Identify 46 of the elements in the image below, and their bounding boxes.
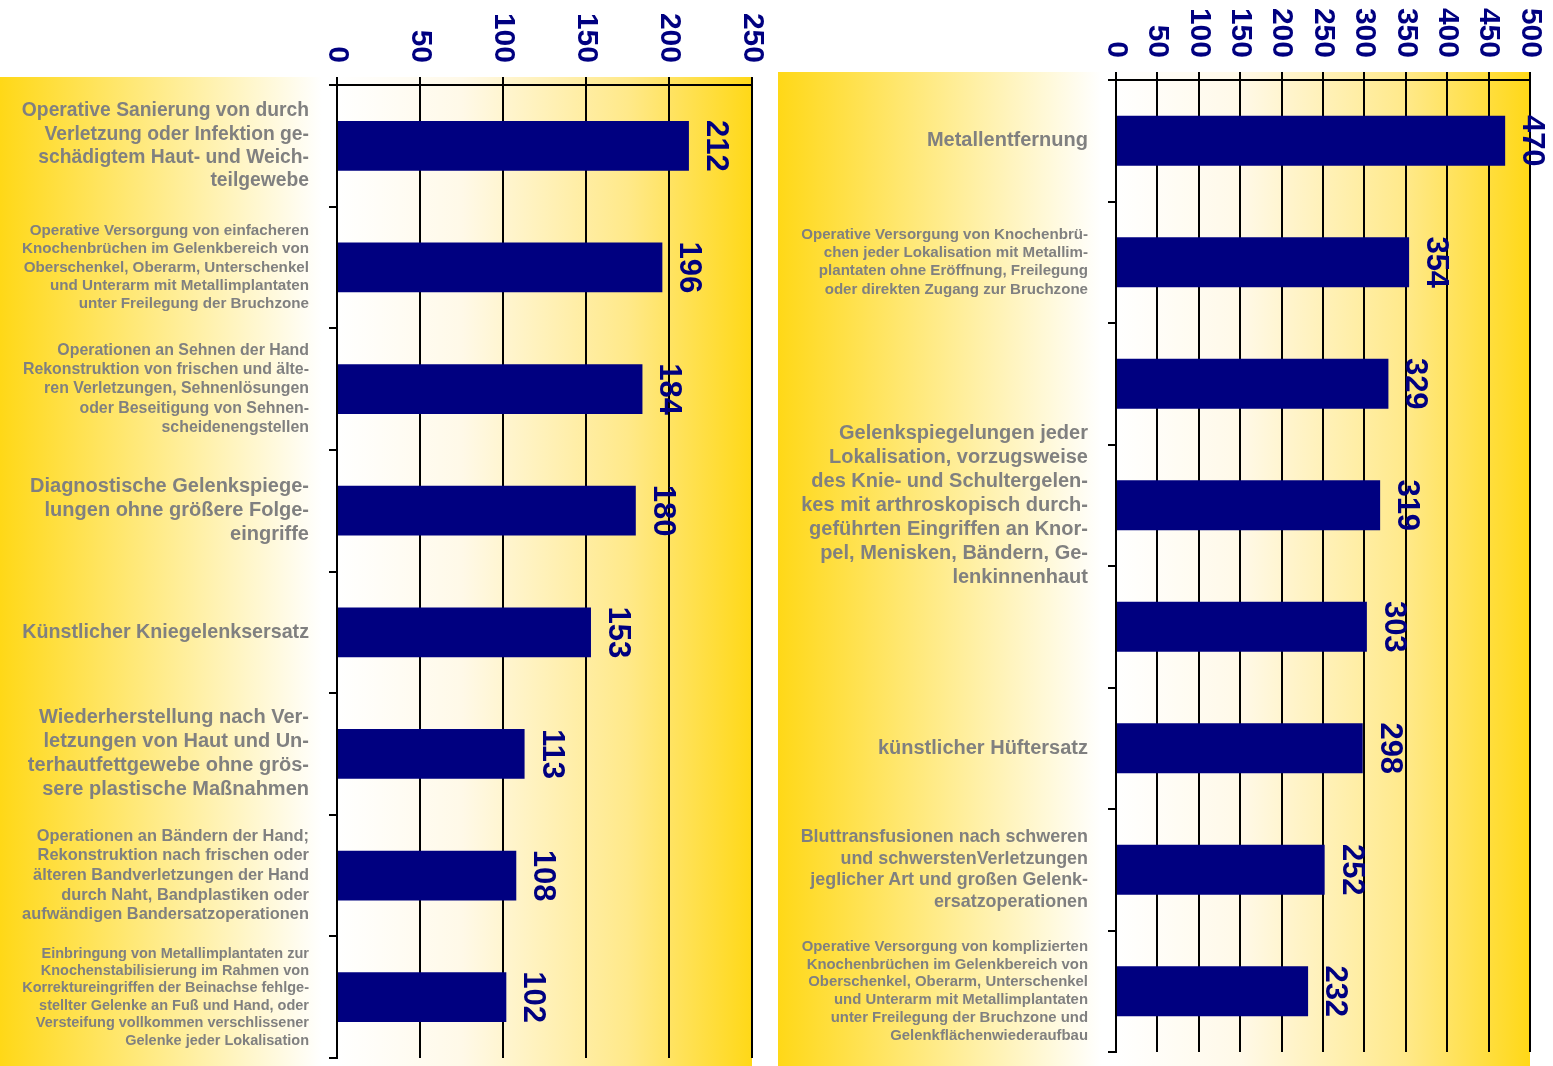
y-tick-label: Metallentfernung [926, 128, 1088, 151]
data-label: 113 [535, 728, 571, 779]
data-label: 153 [601, 606, 637, 659]
y-tick-label: Operative Versorgung von komplizierten Knochenbrüchen im Gelenkbereich von Oberschenkel, Oberarm, Unterschenkel und Unterarm mit Metallimplantaten unter Freilegung der Bruchzone und Gelenkflächenwiederaufbau [801, 937, 1088, 1044]
x-tick-label: 50 [1143, 24, 1177, 58]
x-tick-label: 200 [654, 12, 688, 63]
x-tick-label: 50 [405, 29, 439, 63]
y-tick-label: Künstlicher Kniegelenksersatz [22, 619, 310, 642]
x-tick-label: 150 [1225, 7, 1259, 58]
y-tick-label: Operative Versorgung von Knochenbrü- chen jeder Lokalisation mit Metallim- plantaten ohne Eröffnung, Freilegung oder direkten Zugang zur Bruchzone [801, 225, 1088, 297]
x-tick-label: 100 [488, 12, 522, 63]
data-label: 319 [1391, 479, 1427, 532]
y-tick-label: Gelenkspiegelungen jeder Lokalisation, vorzugsweise des Knie- und Schultergelen- kes mit arthroskopisch durch- geführten Eingriffen an Knor- pel, Menisken, Bändern, Ge- lenkinnenhaut [801, 420, 1089, 587]
y-tick-label: Einbringung von Metallimplantaten zur Knochenstabilisierung im Rahmen von Korrektureingriffen der Beinachse fehlge- stellter Gelenke an Fuß und Hand, oder Versteifung vollkommen verschlissener Gelenke jeder Lokalisation [22, 944, 310, 1048]
data-label: 252 [1335, 843, 1371, 896]
data-label: 102 [517, 971, 553, 1024]
y-tick-label: Operative Sanierung von durch Verletzung oder Infektion ge- schädigtem Haut- und Weich- teilgewebe [21, 99, 310, 190]
y-tick-label: Operative Versorgung von einfacheren Knochenbrüchen im Gelenkbereich von Oberschenkel, Oberarm, Unterschenkel und Unterarm mit Metallimplantaten unter Freilegung der Bruchzone [22, 221, 309, 312]
data-label: 329 [1399, 357, 1435, 410]
y-tick-label: Diagnostische Gelenkspiege- lungen ohne größere Folge- eingriffe [30, 474, 309, 545]
x-tick-label: 400 [1432, 7, 1466, 58]
x-tick-label: 0 [322, 46, 356, 63]
data-label: 232 [1319, 965, 1355, 1018]
data-label: 180 [646, 484, 682, 537]
data-label: 303 [1377, 600, 1413, 653]
data-label: 108 [527, 849, 563, 902]
x-tick-label: 0 [1101, 41, 1135, 58]
x-tick-label: 450 [1474, 7, 1508, 58]
y-tick-label: Operationen an Bändern der Hand; Rekonstruktion nach frischen oder älteren Bandverletzungen der Hand durch Naht, Bandplastiken oder aufwändigen Bandersatzoperationen [22, 825, 310, 923]
data-label: 196 [673, 241, 709, 294]
x-tick-label: 300 [1350, 7, 1384, 58]
data-label: 184 [653, 363, 689, 416]
y-tick-label: künstlicher Hüftersatz [877, 735, 1088, 758]
x-tick-label: 250 [1308, 7, 1342, 58]
data-label: 212 [699, 119, 735, 172]
data-label: 470 [1516, 114, 1552, 167]
x-tick-label: 500 [1515, 7, 1549, 58]
y-tick-label: Wiederherstellung nach Ver- letzungen von Haut und Un- terhautfettgewebe ohne grös- sere plastische Maßnahmen [27, 705, 309, 800]
x-tick-label: 250 [737, 12, 771, 63]
x-tick-label: 150 [571, 12, 605, 63]
data-label: 298 [1373, 722, 1409, 775]
x-tick-label: 350 [1391, 7, 1425, 58]
y-tick-label: Operationen an Sehnen der Hand Rekonstruktion von frischen und älte- ren Verletzungen, Sehnenlösungen oder Beseitigung von Sehnen- scheidenengstellen [22, 341, 309, 435]
x-tick-label: 200 [1267, 7, 1301, 58]
x-tick-label: 100 [1184, 7, 1218, 58]
data-label: 354 [1420, 236, 1456, 289]
